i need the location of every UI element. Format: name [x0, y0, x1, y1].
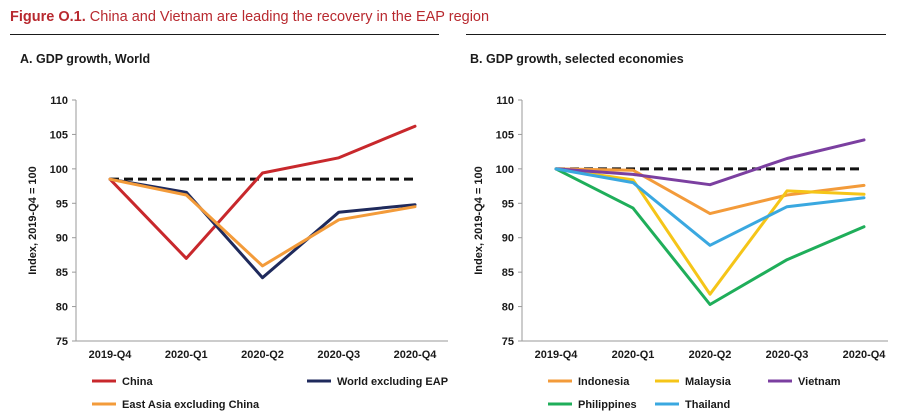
title-rule-left [10, 34, 439, 35]
panel-b-series-philippines [554, 167, 866, 306]
figure-label: Figure O.1. [10, 9, 86, 25]
panel-a-title: A. GDP growth, World [20, 52, 151, 66]
panel-b-series-vietnam [554, 138, 866, 187]
panel-b-legend-label-indonesia: Indonesia [578, 376, 630, 388]
panel-a-legend-label-world-excluding-eap: World excluding EAP [337, 376, 448, 388]
panel-b-y-tick-label: 85 [502, 267, 514, 279]
panel-a-x-tick-label: 2020-Q3 [317, 349, 360, 361]
panel-a-y-tick-label: 75 [56, 336, 68, 348]
panel-a-series-east-asia-excluding-china [108, 177, 417, 268]
panel-b-series-malaysia [554, 167, 866, 296]
panel-a-legend-label-east-asia-excluding-china: East Asia excluding China [122, 399, 260, 411]
panel-a-y-tick-label: 90 [56, 233, 68, 245]
panel-b-x-tick-label: 2020-Q2 [689, 349, 732, 361]
panel-a-x-tick-label: 2020-Q4 [394, 349, 438, 361]
panel-b-title: B. GDP growth, selected economies [470, 52, 684, 66]
panel-a-y-tick-label: 105 [50, 129, 68, 141]
panel-b-y-tick-label: 100 [496, 164, 514, 176]
panel-b-legend-label-malaysia: Malaysia [685, 376, 732, 388]
panel-a-y-tick-label: 80 [56, 302, 68, 314]
panel-a-y-tick-label: 95 [56, 198, 68, 210]
panel-b-legend-label-vietnam: Vietnam [798, 376, 841, 388]
panel-b-legend-label-philippines: Philippines [578, 399, 637, 411]
panel-b-x-tick-label: 2020-Q4 [843, 349, 887, 361]
panel-b-x-tick-label: 2020-Q3 [766, 349, 809, 361]
panel-b-y-tick-label: 95 [502, 198, 514, 210]
panel-b-y-tick-label: 75 [502, 336, 514, 348]
panel-a-series-world-excluding-eap [108, 177, 417, 280]
panel-a-legend-label-china: China [122, 376, 153, 388]
panel-a-y-tick-label: 110 [50, 95, 68, 107]
panel-b-legend-label-thailand: Thailand [685, 399, 730, 411]
panel-a-y-axis-label: Index, 2019-Q4 = 100 [27, 166, 39, 275]
panel-a-y-tick-label: 100 [50, 164, 68, 176]
panel-b-y-tick-label: 90 [502, 233, 514, 245]
panel-b-y-tick-label: 110 [496, 95, 514, 107]
panel-b-series-thailand [554, 167, 866, 247]
panel-a-x-tick-label: 2019-Q4 [89, 349, 133, 361]
panel-a-x-tick-label: 2020-Q1 [165, 349, 208, 361]
panel-b-y-tick-label: 105 [496, 129, 514, 141]
panel-a-y-tick-label: 85 [56, 267, 68, 279]
panel-b-x-tick-label: 2020-Q1 [612, 349, 655, 361]
panel-b-y-tick-label: 80 [502, 302, 514, 314]
panel-a-series-china [108, 124, 417, 260]
title-rule-right [466, 34, 886, 35]
panel-a-x-tick-label: 2020-Q2 [241, 349, 284, 361]
figure-title: Figure O.1. China and Vietnam are leadin… [10, 9, 489, 25]
panel-b-x-tick-label: 2019-Q4 [535, 349, 579, 361]
figure-caption: China and Vietnam are leading the recove… [89, 9, 490, 25]
panel-b-y-axis-label: Index, 2019-Q4 = 100 [473, 166, 485, 275]
